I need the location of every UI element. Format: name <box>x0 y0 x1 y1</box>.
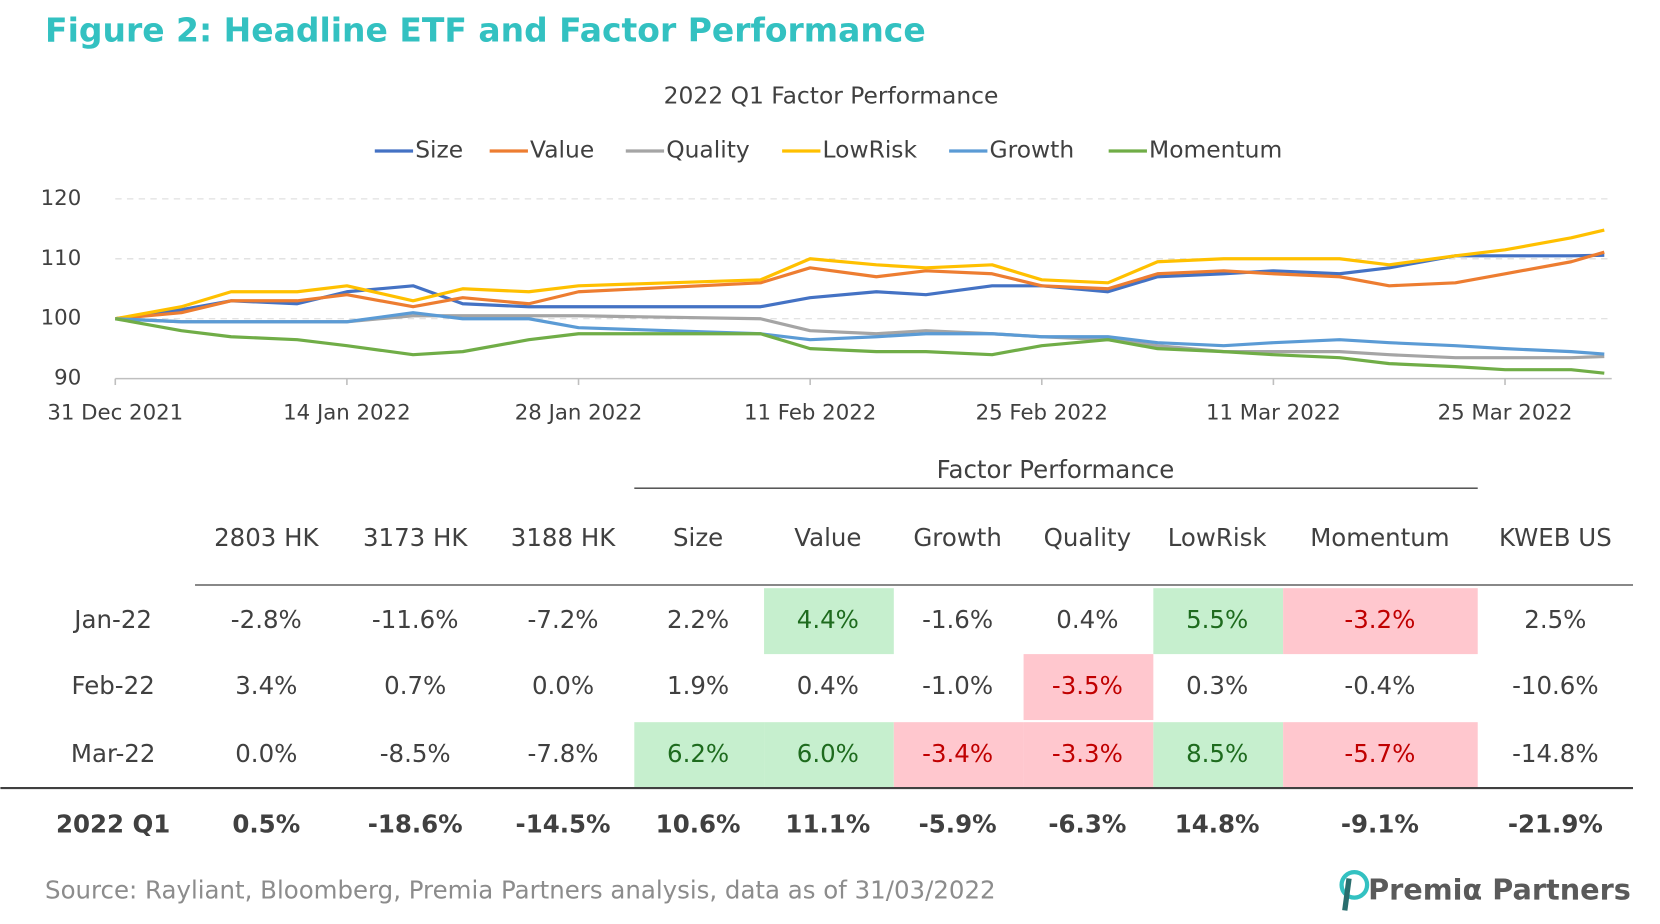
x-tick-label: 14 Jan 2022 <box>283 401 410 426</box>
cell-highlight <box>1153 722 1284 789</box>
total-cell: 0.5% <box>232 809 300 838</box>
series-line <box>115 253 1605 321</box>
cell: -5.7% <box>1344 739 1415 768</box>
cell: 6.0% <box>797 739 859 768</box>
x-tick-label: 31 Dec 2021 <box>47 401 183 426</box>
cell: 0.0% <box>235 739 297 768</box>
figure-title: Figure 2: Headline ETF and Factor Perfor… <box>45 10 926 49</box>
cell: -11.6% <box>372 605 459 634</box>
cell: 0.4% <box>797 671 859 700</box>
cell: 4.4% <box>797 605 859 634</box>
legend-label: Size <box>415 136 463 164</box>
source-note: Source: Rayliant, Bloomberg, Premia Part… <box>45 875 996 904</box>
logo-icon <box>1339 870 1370 911</box>
cell: 0.0% <box>532 671 594 700</box>
total-cell: -9.1% <box>1341 809 1419 838</box>
series-line <box>114 317 1605 375</box>
total-cell: 11.1% <box>785 809 870 838</box>
cell: -0.4% <box>1344 671 1415 700</box>
cell-highlight <box>1283 588 1478 655</box>
series-line <box>114 228 1605 321</box>
cell: 2.2% <box>667 605 729 634</box>
cell-highlight <box>1023 722 1154 789</box>
column-header: 3188 HK <box>511 523 616 552</box>
row-label: Mar-22 <box>71 739 156 768</box>
cell-highlight <box>893 722 1024 789</box>
cell: 3.4% <box>235 671 297 700</box>
total-cell: -6.3% <box>1048 809 1126 838</box>
column-header: Value <box>794 523 861 552</box>
cell: 0.3% <box>1186 671 1248 700</box>
total-cell: -21.9% <box>1508 809 1603 838</box>
cell: -14.8% <box>1512 739 1599 768</box>
group-header: Factor Performance <box>937 455 1175 484</box>
cell-highlight <box>764 722 894 789</box>
total-cell: 14.8% <box>1175 809 1260 838</box>
column-header: LowRisk <box>1168 523 1268 552</box>
x-tick-label: 28 Jan 2022 <box>515 401 642 426</box>
y-tick-label: 110 <box>41 246 82 271</box>
series-line <box>115 250 1605 321</box>
column-header: 2803 HK <box>214 523 319 552</box>
series-line <box>115 311 1605 356</box>
cell: 0.7% <box>384 671 446 700</box>
legend-label: Value <box>530 136 594 164</box>
cell: 8.5% <box>1186 739 1248 768</box>
logo-text: Premiα Partners <box>1368 872 1631 906</box>
y-tick-label: 120 <box>41 186 82 211</box>
total-cell: -14.5% <box>516 809 611 838</box>
column-header: Size <box>673 523 723 552</box>
row-label: Feb-22 <box>72 671 155 700</box>
column-header: Momentum <box>1310 523 1449 552</box>
x-tick-label: 11 Feb 2022 <box>744 401 876 426</box>
cell: -1.0% <box>922 671 993 700</box>
cell: -1.6% <box>922 605 993 634</box>
cell: -10.6% <box>1512 671 1599 700</box>
column-header: Quality <box>1044 523 1131 552</box>
total-cell: -5.9% <box>919 809 997 838</box>
cell-highlight <box>1023 654 1154 721</box>
cell-highlight <box>1283 722 1478 789</box>
cell: -7.2% <box>528 605 599 634</box>
legend-label: LowRisk <box>823 136 918 164</box>
y-tick-label: 100 <box>41 306 82 331</box>
column-header: KWEB US <box>1499 523 1612 552</box>
cell: -7.8% <box>528 739 599 768</box>
chart-title: 2022 Q1 Factor Performance <box>664 81 999 109</box>
cell: -8.5% <box>380 739 451 768</box>
x-tick-label: 25 Mar 2022 <box>1438 401 1573 426</box>
cell: 0.4% <box>1056 605 1118 634</box>
cell: 6.2% <box>667 739 729 768</box>
y-tick-label: 90 <box>54 366 81 391</box>
cell-highlight <box>1153 588 1284 655</box>
cell: -3.3% <box>1052 739 1123 768</box>
x-tick-label: 25 Feb 2022 <box>976 401 1108 426</box>
row-label: Jan-22 <box>72 605 152 634</box>
legend-label: Growth <box>990 136 1075 164</box>
total-cell: 10.6% <box>656 809 741 838</box>
cell: -3.2% <box>1344 605 1415 634</box>
total-cell: -18.6% <box>368 809 463 838</box>
column-header: Growth <box>913 523 1002 552</box>
cell-highlight <box>764 588 894 655</box>
legend-label: Momentum <box>1149 136 1282 164</box>
legend-label: Quality <box>666 136 750 164</box>
cell: -2.8% <box>231 605 302 634</box>
cell: 5.5% <box>1186 605 1248 634</box>
cell: -3.5% <box>1052 671 1123 700</box>
cell-highlight <box>634 722 765 789</box>
x-tick-label: 11 Mar 2022 <box>1206 401 1341 426</box>
cell: 1.9% <box>667 671 729 700</box>
total-label: 2022 Q1 <box>56 809 170 838</box>
column-header: 3173 HK <box>363 523 468 552</box>
cell: 2.5% <box>1524 605 1586 634</box>
cell: -3.4% <box>922 739 993 768</box>
